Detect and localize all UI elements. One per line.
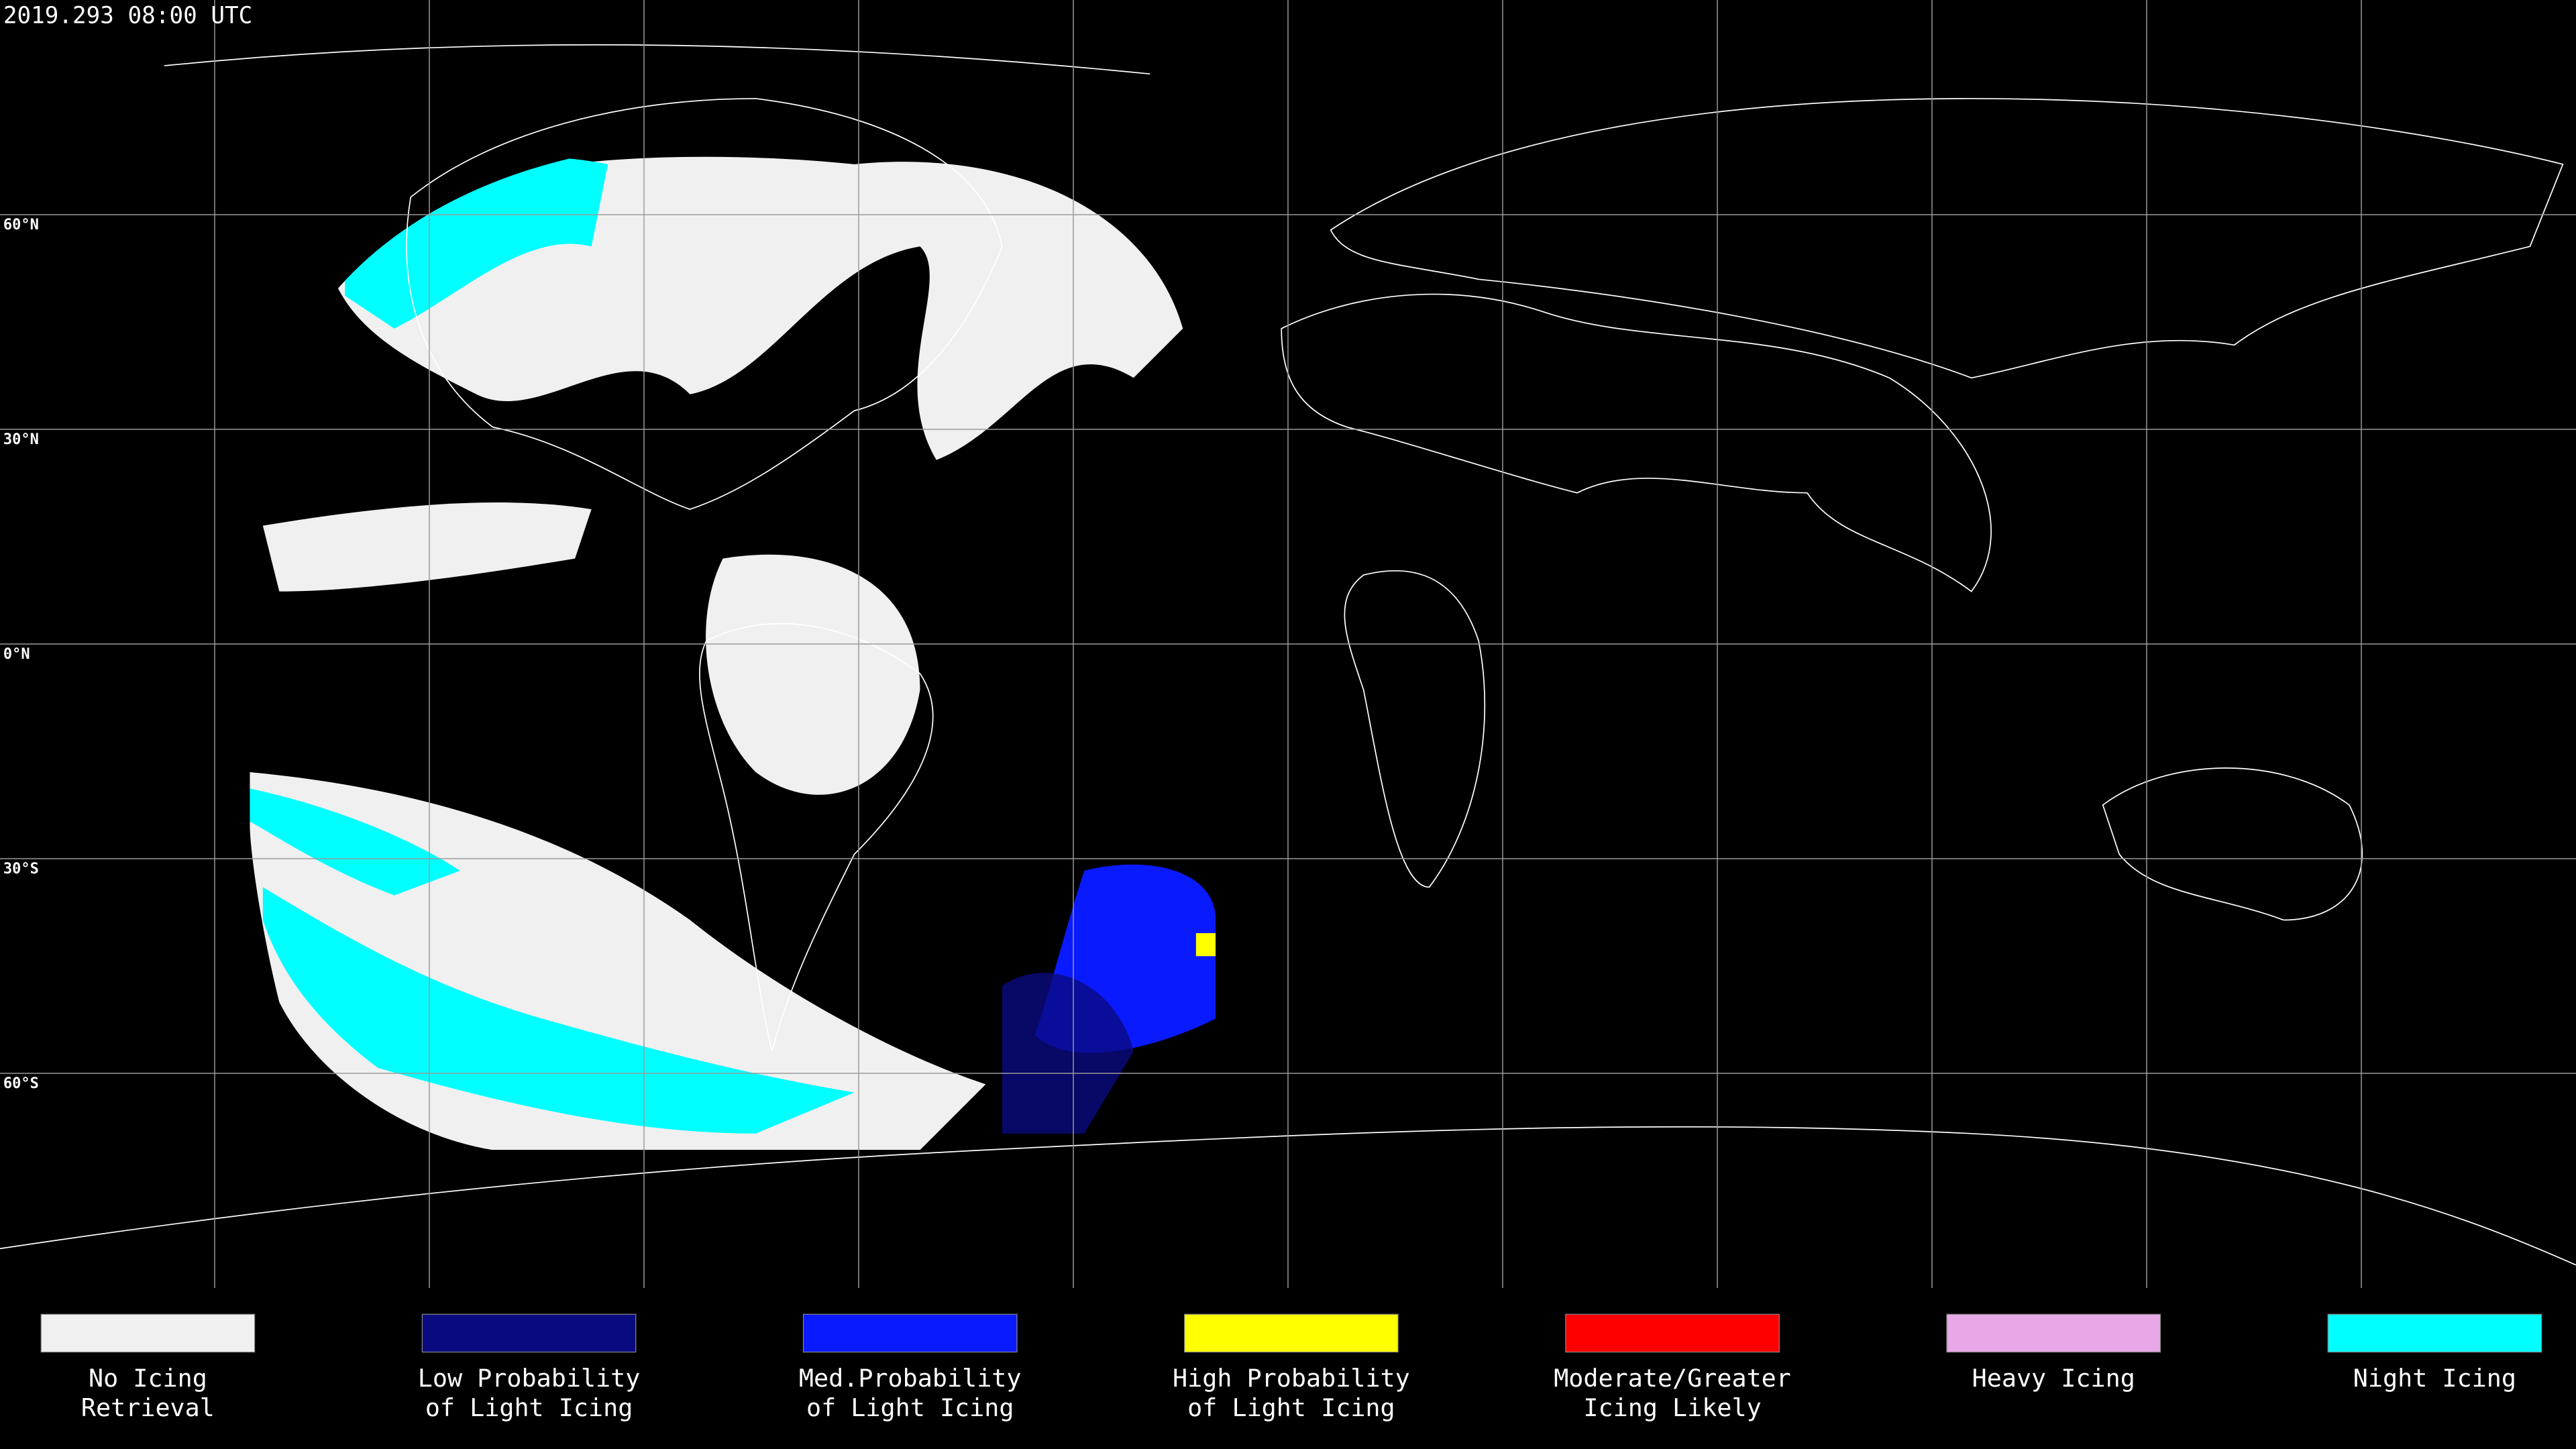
legend-label: Icing Likely	[1583, 1393, 1761, 1422]
coastline	[1330, 98, 2564, 379]
coastline	[1281, 293, 1992, 592]
legend-swatch	[1946, 1313, 2161, 1353]
legend-label: Night Icing	[2353, 1364, 2516, 1393]
coastline	[1344, 570, 1486, 888]
coastline	[406, 98, 1003, 511]
satellite-imagery	[250, 131, 1216, 1150]
legend-label: of Light Icing	[806, 1393, 1014, 1422]
latitude-label: 30°S	[3, 861, 39, 877]
legend-label: Heavy Icing	[1972, 1364, 2135, 1393]
high-probability-region	[1195, 933, 1216, 957]
night-icing-region	[262, 887, 855, 1134]
night-icing-region	[250, 788, 460, 896]
coastlines	[0, 44, 2576, 1266]
cloud-region	[706, 554, 920, 795]
timestamp: 2019.293 08:00 UTC	[3, 2, 252, 29]
latitude-label: 60°N	[3, 217, 39, 233]
legend-label: No Icing	[89, 1364, 207, 1393]
legend-label: High Probability	[1173, 1364, 1410, 1393]
legend-label: of Light Icing	[1187, 1393, 1395, 1422]
latitude-label: 60°S	[3, 1075, 39, 1092]
legend-label: Med.Probability	[799, 1364, 1022, 1393]
legend-swatch	[1184, 1313, 1399, 1353]
low-probability-region	[1002, 973, 1134, 1134]
legend-swatch	[2327, 1313, 2542, 1353]
legend-swatch	[40, 1313, 256, 1353]
coastline	[2102, 767, 2363, 921]
coastline	[0, 44, 2576, 1266]
legend-swatch	[802, 1313, 1018, 1353]
latitude-labels: 60°N 30°N 0°N 30°S 60°S	[3, 217, 39, 1092]
latitude-label: 0°N	[3, 646, 30, 663]
legend-label: Retrieval	[81, 1393, 215, 1422]
legend-label: Low Probability	[418, 1364, 641, 1393]
latitude-label: 30°N	[3, 431, 39, 448]
coastline	[699, 623, 934, 1052]
legend-swatch	[1565, 1313, 1780, 1353]
legend-label: of Light Icing	[425, 1393, 633, 1422]
cloud-region	[262, 502, 592, 592]
graticule	[0, 0, 2576, 1288]
legend-label: Moderate/Greater	[1554, 1364, 1791, 1393]
legend-swatch	[421, 1313, 637, 1353]
